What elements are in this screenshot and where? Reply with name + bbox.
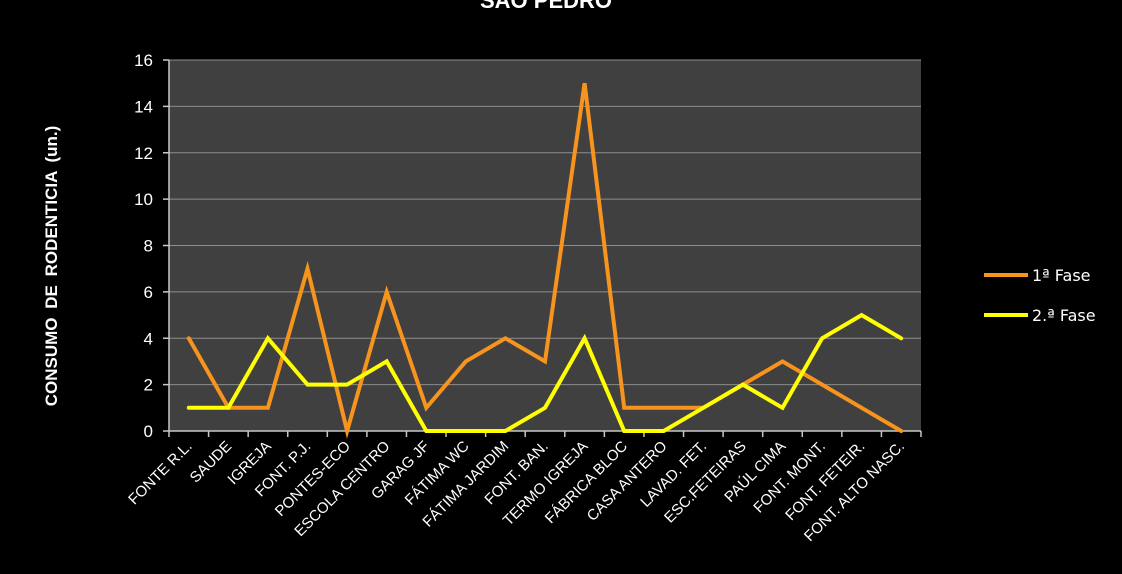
legend-item-2a-fase: 2.ª Fase xyxy=(984,295,1096,335)
y-tick-label: 14 xyxy=(134,97,153,116)
y-tick-label: 4 xyxy=(144,329,153,348)
legend-label-1a-fase: 1ª Fase xyxy=(1032,265,1091,285)
y-tick-label: 10 xyxy=(134,190,153,209)
y-tick-label: 0 xyxy=(144,422,153,441)
series-line-2 xyxy=(186,312,904,433)
legend-swatch-1a-fase xyxy=(984,273,1028,277)
legend-item-1a-fase: 1ª Fase xyxy=(984,255,1096,295)
legend-swatch-2a-fase xyxy=(984,313,1028,317)
axes xyxy=(163,59,922,437)
legend: 1ª Fase 2.ª Fase xyxy=(984,255,1096,335)
series-lines xyxy=(186,82,904,439)
y-tick-label: 6 xyxy=(144,283,153,302)
chart-title: SÃO PEDRO xyxy=(479,0,613,13)
legend-label-2a-fase: 2.ª Fase xyxy=(1032,305,1096,325)
x-tick-label: FONTE R.L. xyxy=(125,438,195,508)
y-tick-label: 16 xyxy=(134,51,153,70)
series-line-1 xyxy=(186,82,904,439)
y-tick-labels: 0 2 4 6 8 10 12 14 16 xyxy=(134,51,153,441)
y-tick-label: 8 xyxy=(144,237,153,256)
y-tick-label: 12 xyxy=(134,144,153,163)
y-tick-label: 2 xyxy=(144,376,153,395)
